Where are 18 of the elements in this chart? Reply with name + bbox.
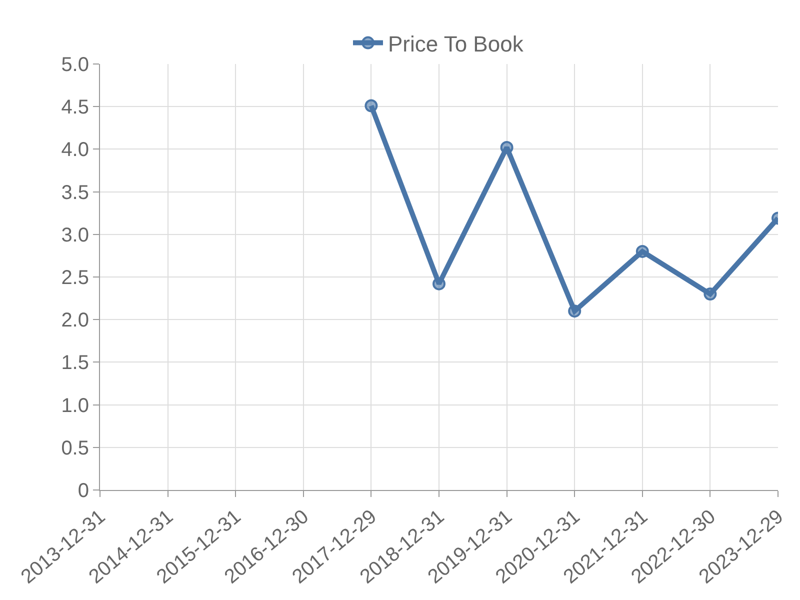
point — [364, 99, 378, 112]
y-tick-label: 1.5 — [61, 352, 89, 374]
point — [500, 141, 514, 154]
y-tick-label: 3.5 — [61, 182, 89, 204]
point — [432, 277, 446, 290]
point — [568, 304, 582, 318]
y-tick-label: 1.0 — [61, 394, 89, 417]
y-tick-label: 0.5 — [61, 437, 89, 460]
y-tick-label: 4.0 — [61, 139, 89, 162]
point — [636, 244, 649, 258]
y-tick-label: 3.0 — [61, 224, 89, 246]
y-tick-label: 2.5 — [61, 267, 89, 289]
y-tick-label: 0 — [78, 480, 89, 502]
y-tick-label: 5.0 — [61, 54, 89, 76]
y-tick-label: 4.5 — [61, 96, 89, 119]
legend-label: Price To Book — [388, 31, 524, 56]
point — [704, 288, 717, 301]
y-tick-label: 2.0 — [61, 310, 89, 332]
